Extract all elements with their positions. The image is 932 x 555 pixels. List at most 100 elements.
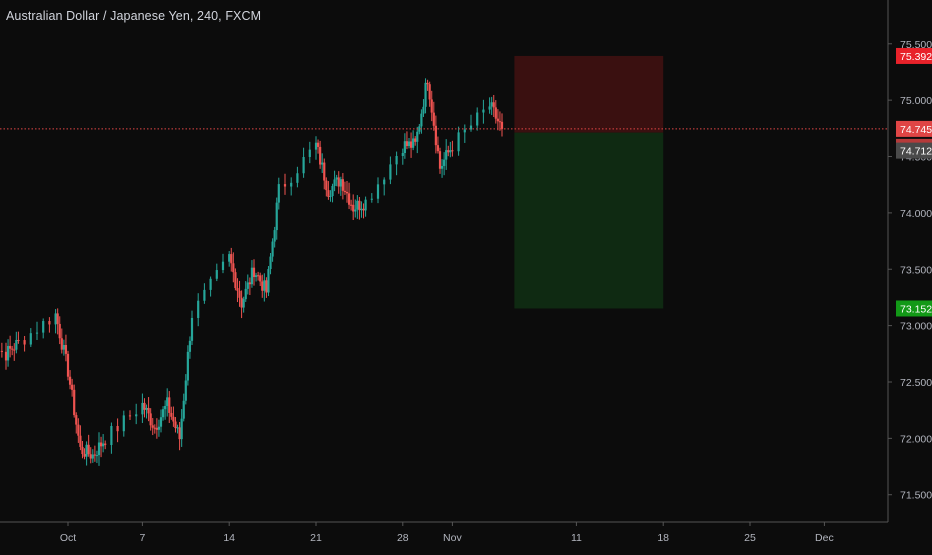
- candle-body: [407, 141, 411, 147]
- take-profit-price-label: 73.152: [900, 303, 932, 315]
- time-tick-label: 25: [744, 532, 756, 544]
- candle-body: [319, 146, 322, 165]
- candle-body: [238, 290, 241, 298]
- candle-body: [135, 414, 138, 417]
- time-tick-label: Nov: [443, 532, 462, 544]
- candle-body: [362, 208, 365, 211]
- candle-body: [426, 82, 429, 85]
- candle-body: [273, 230, 276, 242]
- time-tick-label: Oct: [60, 532, 76, 544]
- candle-body: [337, 177, 340, 187]
- candle-body: [443, 159, 446, 166]
- entry-price-tag: [896, 142, 932, 159]
- candle-body: [412, 138, 415, 148]
- candle-body: [476, 112, 479, 126]
- candle-body: [432, 112, 435, 126]
- candle-body: [197, 300, 200, 318]
- candle-body: [414, 138, 417, 142]
- candle-body: [345, 191, 349, 194]
- candle-body: [325, 180, 328, 191]
- candle-body: [267, 269, 270, 293]
- candle-body: [161, 409, 165, 418]
- candle-body: [323, 162, 326, 181]
- candle-body: [329, 196, 332, 198]
- candle-body: [335, 177, 338, 180]
- stop-loss-price-label: 75.392: [900, 51, 932, 63]
- candle-body: [60, 338, 63, 350]
- candle-body: [87, 444, 90, 455]
- candle-body: [440, 165, 444, 169]
- candle-body: [420, 113, 423, 127]
- candle-body: [263, 280, 266, 291]
- candle-body: [143, 402, 146, 410]
- candle-body: [252, 267, 256, 278]
- candle-body: [259, 275, 262, 282]
- candle-body: [496, 118, 499, 122]
- candle-body: [73, 389, 76, 416]
- current-price-tag: [896, 120, 932, 137]
- time-tick-label: Dec: [815, 532, 834, 544]
- candle-body: [409, 141, 413, 148]
- candle-body: [89, 454, 92, 459]
- position-zones: [514, 55, 664, 309]
- candle-body: [236, 288, 239, 291]
- candle-body: [95, 455, 99, 457]
- price-tick-label: 75.000: [900, 95, 932, 107]
- candle-body: [228, 254, 231, 262]
- candle-body: [422, 106, 425, 114]
- candle-body: [354, 209, 357, 212]
- candle-body: [170, 412, 173, 417]
- candle-body: [180, 418, 183, 440]
- candle-body: [339, 179, 342, 187]
- candle-body: [83, 454, 86, 457]
- candle-body: [333, 179, 336, 186]
- price-tick-label: 71.500: [900, 490, 932, 502]
- chart-title: Australian Dollar / Japanese Yen, 240, F…: [6, 9, 262, 23]
- candle-body: [296, 173, 299, 183]
- candle-body: [352, 204, 355, 212]
- candle-body: [155, 427, 158, 430]
- candle-body: [48, 321, 51, 325]
- candle-body: [350, 204, 353, 206]
- candle-body: [122, 415, 125, 432]
- candle-body: [341, 179, 344, 191]
- candle-body: [482, 109, 485, 113]
- time-tick-label: 28: [397, 532, 409, 544]
- candle-body: [116, 425, 119, 432]
- price-tick-label: 72.000: [900, 433, 932, 445]
- candle-body: [151, 425, 154, 428]
- candle-body: [490, 102, 493, 107]
- candle-body: [498, 121, 502, 123]
- candle-body: [265, 280, 268, 293]
- take-profit-price-tag: [896, 300, 932, 317]
- price-tick-label: 72.500: [900, 377, 932, 389]
- candle-body: [190, 317, 194, 341]
- candle-body: [91, 454, 94, 459]
- candle-body: [29, 333, 32, 345]
- candle-body: [15, 339, 18, 350]
- candle-body: [166, 397, 169, 406]
- candle-body: [283, 184, 287, 187]
- price-tick-label: 73.000: [900, 321, 932, 333]
- candle-body: [360, 208, 363, 211]
- candle-body: [54, 313, 57, 325]
- candle-body: [364, 199, 367, 211]
- candle-body: [159, 417, 163, 427]
- candle-body: [178, 427, 181, 440]
- candle-body: [248, 282, 251, 285]
- candle-body: [104, 443, 107, 445]
- candle-body: [246, 282, 249, 289]
- candle-body: [277, 184, 280, 203]
- candle-body: [81, 446, 84, 455]
- candle-body: [66, 353, 70, 377]
- candle-body: [428, 84, 431, 100]
- candle-body: [11, 348, 14, 350]
- stop-loss-price-tag: [896, 47, 932, 64]
- candle-body: [271, 241, 274, 257]
- candle-body: [168, 397, 171, 413]
- candle-body: [331, 185, 334, 197]
- candle-body: [0, 350, 3, 352]
